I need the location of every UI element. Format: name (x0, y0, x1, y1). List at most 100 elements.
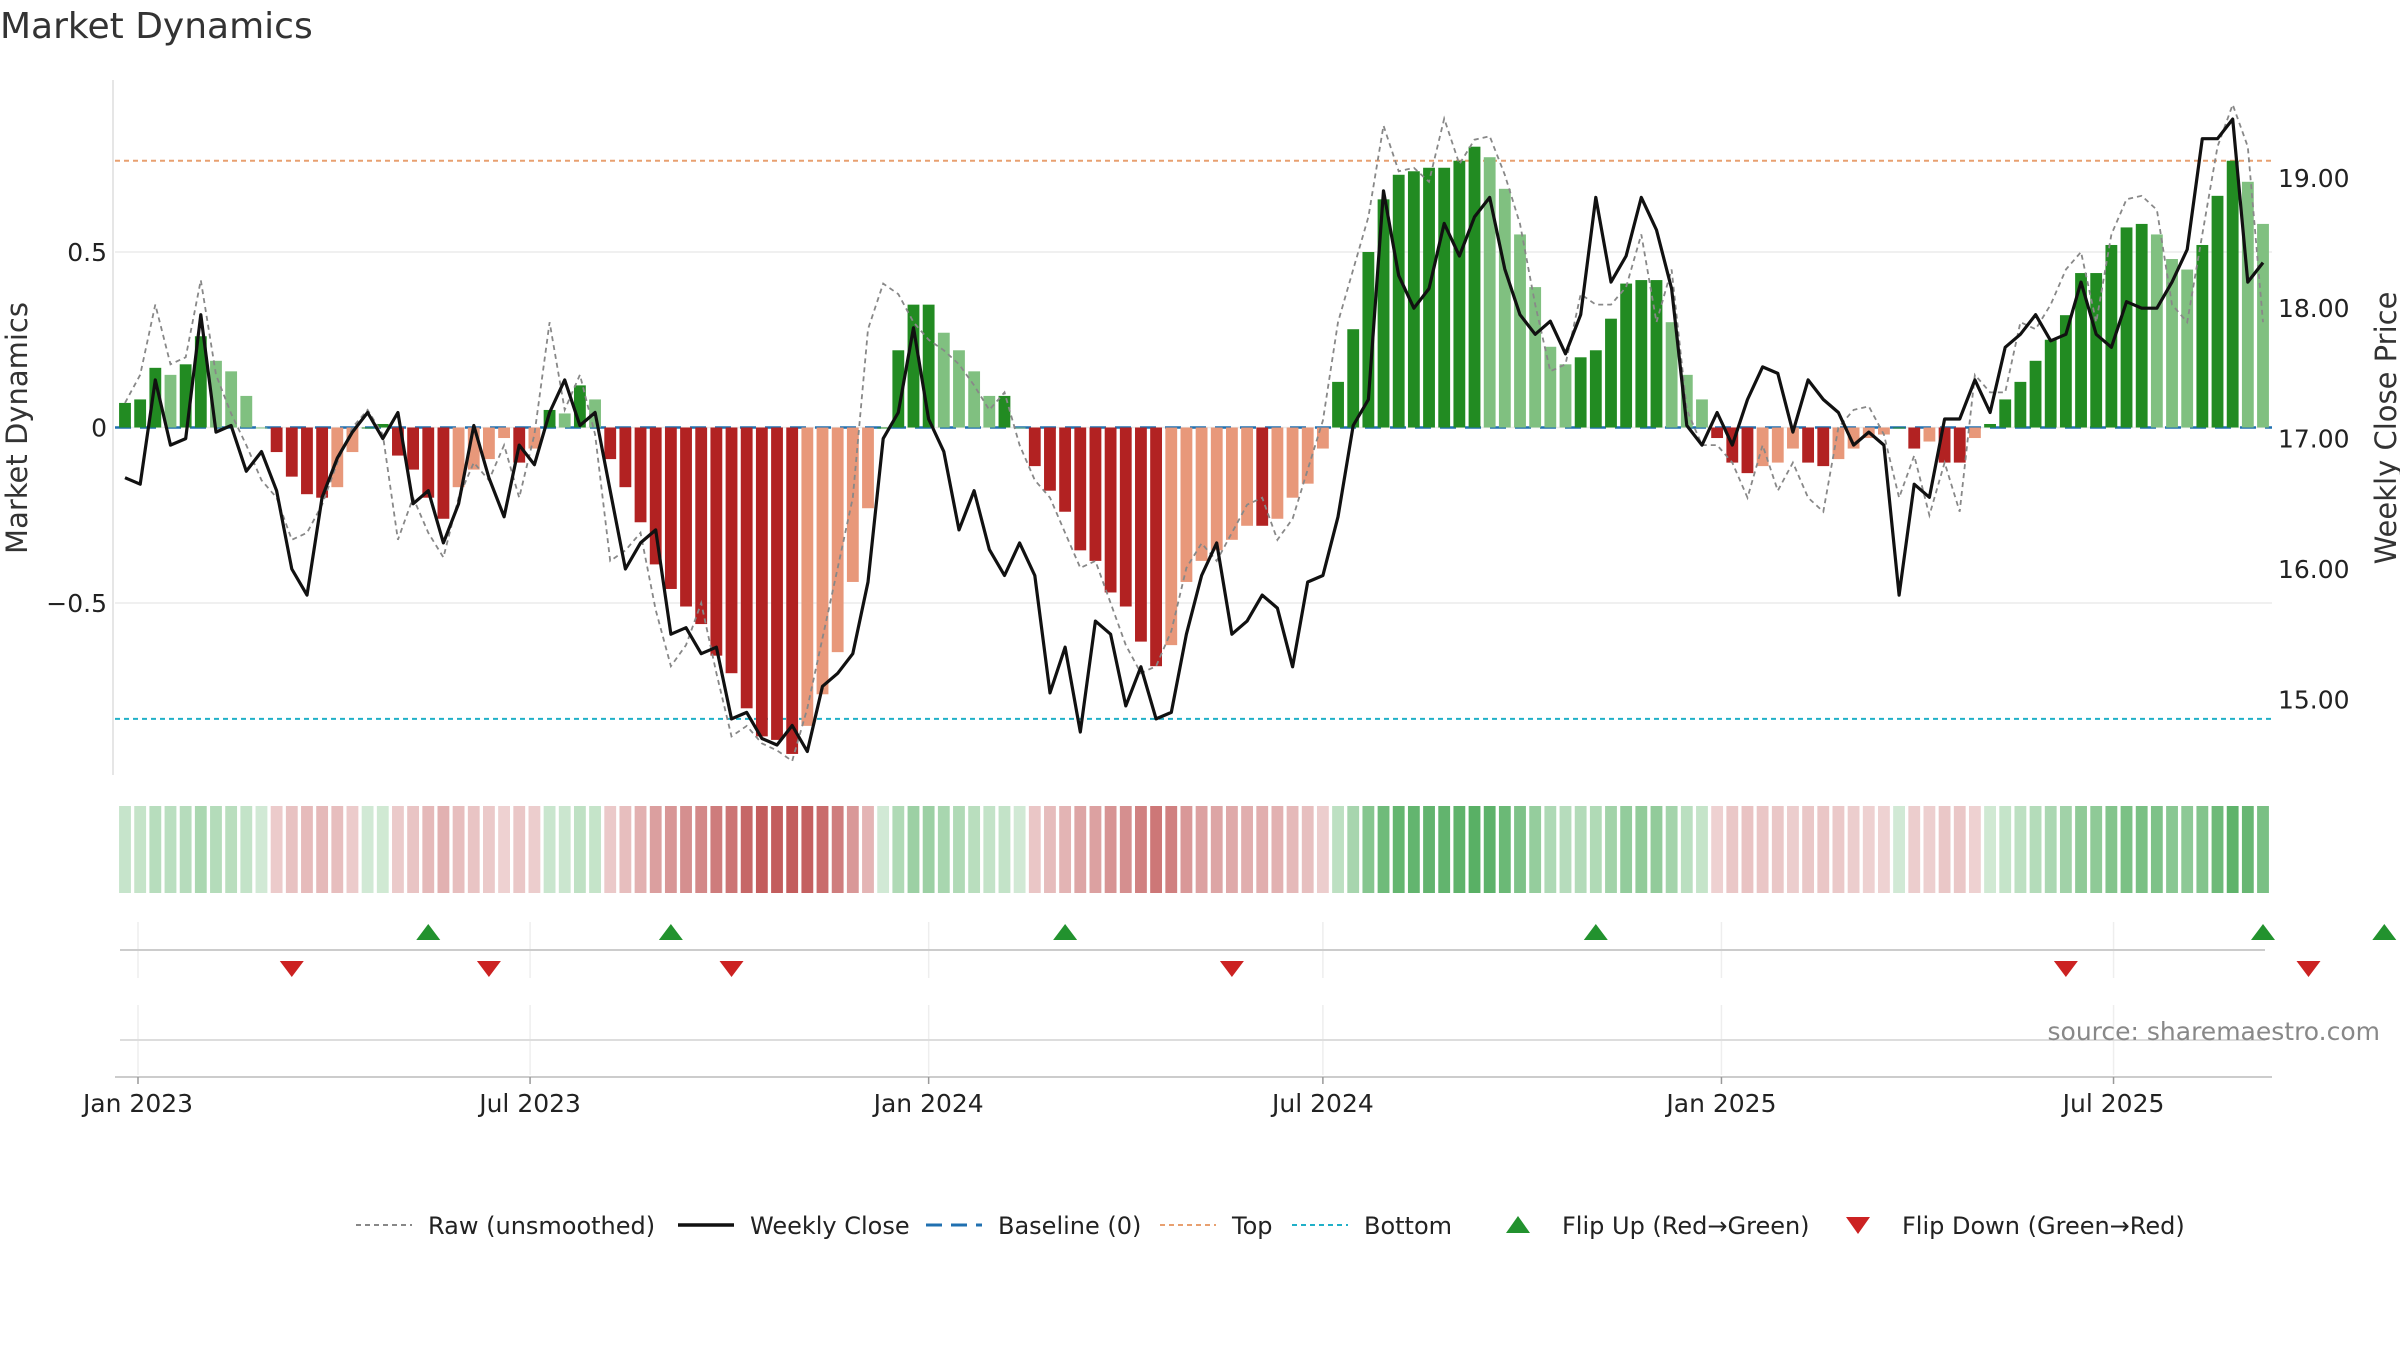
dynamics-bar (270, 427, 283, 453)
dynamics-bar (1635, 280, 1648, 428)
dynamics-bar (846, 427, 859, 582)
regime-cell (968, 806, 981, 893)
dynamics-bar (1771, 427, 1784, 463)
regime-cell (1999, 806, 2012, 893)
dynamics-bar (2044, 339, 2057, 428)
dynamics-bar (119, 402, 131, 428)
regime-cell (695, 806, 708, 893)
regime-cell (604, 806, 617, 893)
regime-cell (2075, 806, 2087, 893)
dynamics-bar (862, 427, 874, 509)
regime-cell (619, 806, 632, 893)
regime-cell (1119, 806, 1132, 893)
regime-cell (1665, 806, 1678, 893)
dynamics-bar (498, 427, 510, 439)
dynamics-bar (877, 427, 890, 429)
regime-cell (376, 806, 389, 893)
regime-cell (1817, 806, 1830, 893)
flip-down-marker (1219, 961, 1244, 977)
regime-cell (1923, 806, 1936, 893)
regime-cell (543, 806, 556, 893)
regime-cell (1847, 806, 1860, 893)
dynamics-bar (1514, 234, 1526, 428)
x-tick-label: Jul 2024 (1270, 1089, 1374, 1118)
dynamics-bar (892, 350, 905, 428)
regime-cell (513, 806, 526, 893)
dynamics-bar (1119, 427, 1132, 607)
dynamics-bar (1574, 357, 1587, 428)
regime-cell (528, 806, 541, 893)
dynamics-bar (1847, 427, 1860, 449)
regime-cell (831, 806, 844, 893)
left-axis-title: Market Dynamics (0, 302, 34, 554)
dynamics-bar (1620, 283, 1633, 428)
regime-cell (210, 806, 222, 893)
dynamics-bar (1286, 427, 1299, 498)
dynamics-bar (2090, 273, 2103, 428)
regime-cell (1968, 806, 1981, 893)
regime-cell (2135, 806, 2148, 893)
dynamics-bar (1210, 427, 1223, 551)
regime-cell (755, 806, 768, 893)
weekly-close-line (124, 117, 2265, 754)
flip-down-marker (476, 961, 501, 977)
dynamics-bar (376, 423, 389, 428)
regime-cell (2196, 806, 2209, 893)
legend-item-bottom: Bottom (1292, 1212, 1452, 1240)
dynamics-bar (1605, 318, 1617, 428)
flip-down-marker (2053, 961, 2078, 977)
flip-down-marker (2296, 961, 2321, 977)
regime-cell (1483, 806, 1496, 893)
dynamics-bar (467, 427, 480, 470)
dynamics-bar (1999, 399, 2012, 428)
dynamics-bar (1483, 157, 1496, 428)
dynamics-bar (710, 427, 723, 656)
regime-cell (2120, 806, 2133, 893)
regime-cell (2166, 806, 2178, 893)
regime-cell (1787, 806, 1799, 893)
dynamics-bar (2196, 244, 2209, 428)
dynamics-bar (953, 350, 965, 428)
dynamics-bar (1438, 167, 1451, 428)
dynamics-bar (1180, 427, 1193, 582)
regime-cell (922, 806, 935, 893)
dynamics-bar (1817, 427, 1830, 467)
regime-cell (1893, 806, 1905, 893)
regime-cell (1726, 806, 1739, 893)
dynamics-bar (1165, 427, 1178, 646)
legend-label: Flip Up (Red→Green) (1562, 1212, 1810, 1240)
regime-cell (1150, 806, 1163, 893)
regime-cell (483, 806, 495, 893)
dynamics-bar (1377, 199, 1390, 428)
regime-cell (680, 806, 692, 893)
dynamics-bar (1498, 188, 1511, 428)
regime-cell (179, 806, 192, 893)
regime-cell (1332, 806, 1344, 893)
regime-cell (589, 806, 601, 893)
dynamics-bar (831, 427, 844, 653)
left-tick-label: 0 (91, 414, 107, 443)
dynamics-bar (1908, 427, 1921, 449)
regime-cell (1347, 806, 1360, 893)
dynamics-bar (2241, 181, 2254, 428)
dynamics-bar (1150, 427, 1163, 667)
regime-cell (407, 806, 420, 893)
x-tick-label: Jul 2025 (2061, 1089, 2165, 1118)
dynamics-bar (725, 427, 738, 674)
regime-cell (998, 806, 1011, 893)
dynamics-bar (1953, 427, 1966, 463)
dynamics-bar (255, 427, 268, 429)
dynamics-bar (179, 364, 192, 428)
regime-cell (573, 806, 586, 893)
regime-cell (1832, 806, 1845, 893)
dynamics-bar (771, 427, 783, 740)
regime-cell (1756, 806, 1769, 893)
regime-cell (1256, 806, 1269, 893)
legend-label: Baseline (0) (998, 1212, 1141, 1240)
legend-item-flip_down: Flip Down (Green→Red) (1846, 1212, 2185, 1240)
regime-cell (664, 806, 677, 893)
dynamics-bar (1104, 427, 1117, 593)
regime-cell (846, 806, 859, 893)
dynamics-bar (1347, 329, 1360, 428)
legend-label: Flip Down (Green→Red) (1902, 1212, 2185, 1240)
